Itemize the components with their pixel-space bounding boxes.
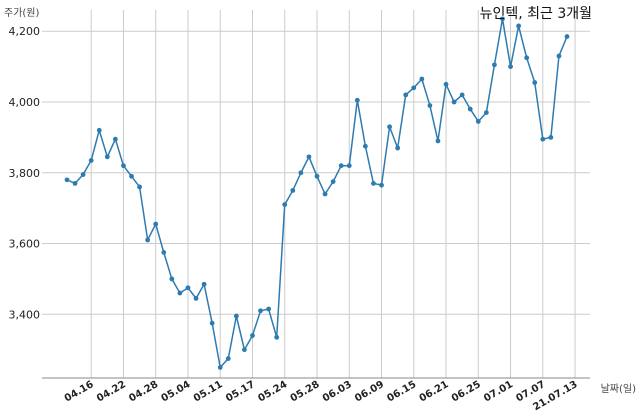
data-point bbox=[298, 170, 304, 176]
data-point bbox=[80, 172, 86, 177]
data-point bbox=[177, 290, 183, 296]
data-point bbox=[419, 76, 425, 82]
x-axis-label: 날짜(일) bbox=[601, 383, 637, 395]
data-point bbox=[548, 134, 554, 140]
data-point bbox=[104, 154, 110, 160]
data-point bbox=[137, 184, 142, 190]
data-point bbox=[306, 154, 312, 160]
data-point bbox=[435, 138, 441, 144]
data-point bbox=[153, 221, 159, 227]
x-tick-label: 04.16 bbox=[63, 379, 96, 404]
data-point bbox=[290, 188, 296, 193]
data-point bbox=[467, 106, 473, 112]
grid bbox=[42, 10, 590, 378]
data-point bbox=[64, 177, 70, 183]
data-point bbox=[233, 313, 239, 319]
data-point bbox=[443, 81, 449, 87]
data-point bbox=[225, 356, 231, 361]
data-point bbox=[129, 173, 134, 179]
data-point bbox=[282, 202, 288, 208]
y-tick-label: 3,400 bbox=[9, 308, 41, 321]
data-point bbox=[274, 334, 280, 340]
data-point bbox=[540, 136, 546, 142]
data-point bbox=[112, 136, 118, 142]
data-point bbox=[314, 173, 320, 179]
data-point bbox=[500, 16, 505, 22]
data-point bbox=[88, 157, 94, 163]
data-point bbox=[185, 285, 191, 291]
x-tick-label: 07.01 bbox=[482, 379, 515, 404]
data-point bbox=[330, 179, 336, 185]
x-tick-label: 06.03 bbox=[321, 379, 354, 404]
x-tick-labels: 04.16 04.22 04.28 05.04 05.11 05.17 05.24 05.28… bbox=[63, 379, 580, 413]
data-point bbox=[266, 306, 272, 312]
x-tick-label: 06.15 bbox=[385, 379, 418, 404]
x-tick-label: 05.04 bbox=[160, 379, 193, 404]
data-point bbox=[411, 85, 417, 91]
data-point bbox=[250, 333, 255, 338]
data-point bbox=[354, 97, 360, 103]
data-point bbox=[532, 80, 538, 85]
data-point bbox=[483, 110, 489, 116]
y-tick-label: 3,800 bbox=[9, 167, 41, 180]
data-point bbox=[387, 124, 392, 130]
y-tick-label: 3,600 bbox=[9, 238, 41, 251]
x-tick-label: 06.09 bbox=[353, 379, 386, 404]
data-point bbox=[451, 99, 457, 105]
y-tick-label: 4,000 bbox=[9, 96, 41, 109]
x-tick-label: 04.28 bbox=[127, 379, 160, 404]
data-point bbox=[201, 281, 207, 287]
data-point bbox=[371, 180, 376, 186]
data-point bbox=[492, 62, 497, 68]
data-point bbox=[524, 55, 530, 61]
data-point bbox=[403, 92, 409, 98]
data-point bbox=[395, 145, 401, 151]
data-point bbox=[379, 182, 384, 188]
data-point bbox=[459, 92, 465, 98]
x-tick-label: 05.11 bbox=[192, 379, 225, 404]
data-point bbox=[362, 143, 368, 149]
x-tick-label: 06.25 bbox=[450, 379, 483, 404]
data-point bbox=[346, 163, 352, 169]
data-point bbox=[322, 191, 328, 197]
data-point bbox=[242, 347, 247, 353]
x-tick-label: 06.21 bbox=[418, 379, 451, 404]
x-tick-label: 05.17 bbox=[224, 379, 257, 404]
data-point bbox=[217, 364, 223, 370]
data-point bbox=[96, 127, 102, 133]
data-point bbox=[338, 163, 344, 169]
data-point bbox=[72, 180, 78, 186]
x-tick-label: 04.22 bbox=[95, 379, 128, 404]
data-point bbox=[121, 163, 126, 169]
data-point bbox=[169, 276, 175, 282]
data-point bbox=[427, 103, 433, 108]
data-point bbox=[516, 23, 522, 29]
data-point bbox=[556, 53, 562, 59]
data-point bbox=[209, 320, 215, 326]
data-point bbox=[564, 34, 570, 39]
y-tick-label: 4,200 bbox=[9, 25, 41, 38]
data-point bbox=[161, 249, 167, 255]
chart-title: 뉴인텍, 최근 3개월 bbox=[480, 6, 592, 22]
vertical-gridlines bbox=[90, 10, 576, 378]
price-data-points bbox=[64, 16, 570, 370]
y-axis-label: 주가(원) bbox=[4, 7, 40, 19]
y-tick-labels: 3,400 3,600 3,800 4,000 4,200 bbox=[9, 25, 41, 321]
x-tick-label: 05.28 bbox=[289, 379, 322, 404]
data-point bbox=[193, 295, 199, 301]
data-point bbox=[475, 119, 481, 124]
data-point bbox=[508, 64, 513, 70]
data-point bbox=[145, 237, 151, 243]
x-tick-label: 05.24 bbox=[256, 379, 289, 404]
data-point bbox=[258, 308, 263, 314]
